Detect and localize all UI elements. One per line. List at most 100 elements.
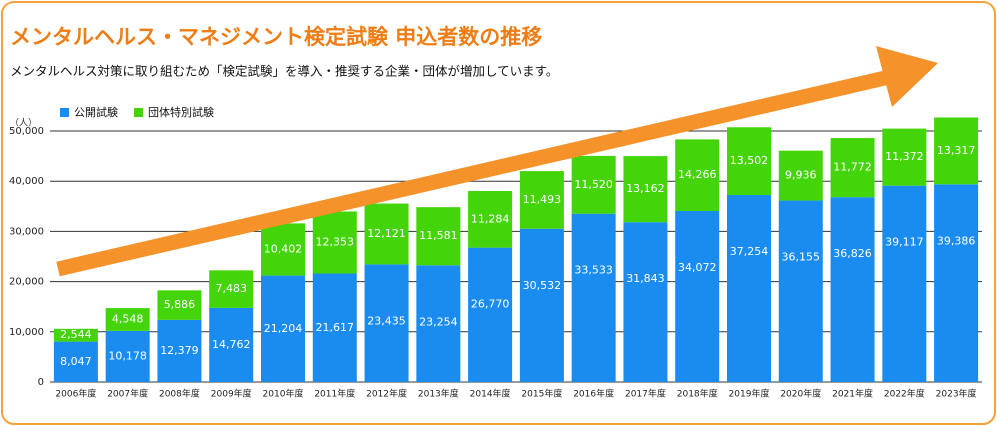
legend-swatch xyxy=(60,108,69,117)
trend-arrow xyxy=(56,46,938,277)
bar-segment xyxy=(157,290,202,320)
value-label: 13,502 xyxy=(730,154,769,167)
bar-segment xyxy=(830,138,875,198)
x-tick-label: 2021年度 xyxy=(832,388,873,400)
bar-segment xyxy=(157,319,202,382)
legend-label: 団体特別試験 xyxy=(148,105,214,119)
bar-segment xyxy=(53,341,98,382)
plot: 0 10,000 20,000 30,000 40,000 50,000 公開試験 団体特別試… xyxy=(9,105,982,400)
arrow-shaft xyxy=(56,70,887,277)
value-label: 9,936 xyxy=(785,169,817,182)
x-tick-label: 2017年度 xyxy=(625,388,666,400)
bar-segment xyxy=(105,330,150,382)
x-tick-label: 2019年度 xyxy=(729,388,770,400)
bar-segment xyxy=(364,264,409,382)
value-label: 11,520 xyxy=(574,178,613,191)
bar-segment xyxy=(364,203,409,265)
value-label: 12,379 xyxy=(160,344,199,357)
y-tick-label: 0 xyxy=(38,377,44,388)
bar-segment xyxy=(778,200,823,382)
value-label: 10,402 xyxy=(264,242,303,255)
legend-swatch xyxy=(134,108,143,117)
value-label: 36,826 xyxy=(833,247,872,260)
bar-segment xyxy=(571,155,616,214)
value-label: 23,254 xyxy=(419,315,458,328)
value-label: 31,843 xyxy=(626,272,665,285)
y-tick-label: 10,000 xyxy=(9,327,44,338)
y-tick-label: 20,000 xyxy=(9,277,44,288)
value-label: 7,483 xyxy=(215,282,247,295)
x-tick-label: 2011年度 xyxy=(314,388,355,400)
value-label: 30,532 xyxy=(523,279,562,292)
value-label: 26,770 xyxy=(471,298,510,311)
bar-segment xyxy=(416,207,461,266)
value-label: 2,544 xyxy=(60,328,92,341)
chart-title: メンタルヘルス・マネジメント検定試験 申込者数の推移 xyxy=(10,25,542,49)
bar-segment xyxy=(105,308,150,331)
bar-segment xyxy=(53,328,98,342)
value-label: 23,435 xyxy=(367,314,406,327)
bar-segment xyxy=(260,223,306,276)
value-label: 12,353 xyxy=(316,236,355,249)
x-tick-label: 2012年度 xyxy=(366,388,407,400)
x-tick-label: 2006年度 xyxy=(55,388,96,400)
x-tick-label: 2008年度 xyxy=(159,388,200,400)
x-tick-label: 2020年度 xyxy=(780,388,821,400)
x-tick-label: 2022年度 xyxy=(884,388,925,400)
y-tick-label: 30,000 xyxy=(9,226,44,237)
bar-segment xyxy=(312,211,357,274)
value-label: 12,121 xyxy=(367,227,406,240)
value-label: 11,493 xyxy=(523,193,562,206)
value-label: 13,317 xyxy=(937,144,976,157)
y-axis-unit: （人） xyxy=(10,118,37,129)
value-label: 39,117 xyxy=(885,236,924,249)
value-label: 11,372 xyxy=(885,150,924,163)
bar-segment xyxy=(209,270,254,308)
bar-segment xyxy=(882,185,927,382)
bar-segment xyxy=(623,156,668,223)
bar-segment xyxy=(416,265,461,382)
value-label: 21,617 xyxy=(316,321,355,334)
x-tick-label: 2014年度 xyxy=(470,388,511,400)
bar-segment xyxy=(468,191,513,248)
y-tick-label: 50,000 xyxy=(9,126,44,137)
value-label: 34,072 xyxy=(678,261,717,274)
bar-segment xyxy=(882,128,927,186)
x-tick-label: 2018年度 xyxy=(677,388,718,400)
value-label: 14,762 xyxy=(212,338,251,351)
value-label: 14,266 xyxy=(678,168,717,181)
bar-segment xyxy=(519,228,564,382)
bar-segment xyxy=(571,213,616,382)
value-label: 10,178 xyxy=(108,349,147,362)
x-tick-label: 2023年度 xyxy=(936,388,977,400)
value-label: 13,162 xyxy=(626,182,665,195)
bar-segment xyxy=(675,210,720,382)
value-label: 39,386 xyxy=(937,234,976,247)
value-label: 11,772 xyxy=(833,161,872,174)
bar-segment xyxy=(260,275,306,382)
bar-segment xyxy=(726,127,772,196)
value-label: 11,581 xyxy=(419,229,458,242)
arrow-head xyxy=(876,46,938,107)
x-tick-label: 2007年度 xyxy=(107,388,148,400)
x-tick-label: 2016年度 xyxy=(573,388,614,400)
value-label: 8,047 xyxy=(60,355,92,368)
legend-label: 公開試験 xyxy=(74,105,118,119)
bar-segment xyxy=(312,273,357,382)
y-tick-label: 40,000 xyxy=(9,176,44,187)
value-label: 37,254 xyxy=(730,245,769,258)
bar-segment xyxy=(519,171,564,229)
bar-segment xyxy=(623,222,668,382)
value-label: 4,548 xyxy=(112,313,144,326)
value-label: 33,533 xyxy=(574,264,613,277)
value-label: 21,204 xyxy=(264,322,303,335)
value-label: 36,155 xyxy=(782,251,821,264)
chart-subtitle: メンタルヘルス対策に取り組むため「検定試験」を導入・推奨する企業・団体が増加して… xyxy=(10,64,558,79)
bar-segment xyxy=(830,197,875,382)
bar-segment xyxy=(778,150,823,201)
bar-segment xyxy=(934,117,979,185)
bar-segment xyxy=(934,184,979,382)
bar-segment xyxy=(726,195,772,382)
value-label: 5,886 xyxy=(164,298,196,311)
